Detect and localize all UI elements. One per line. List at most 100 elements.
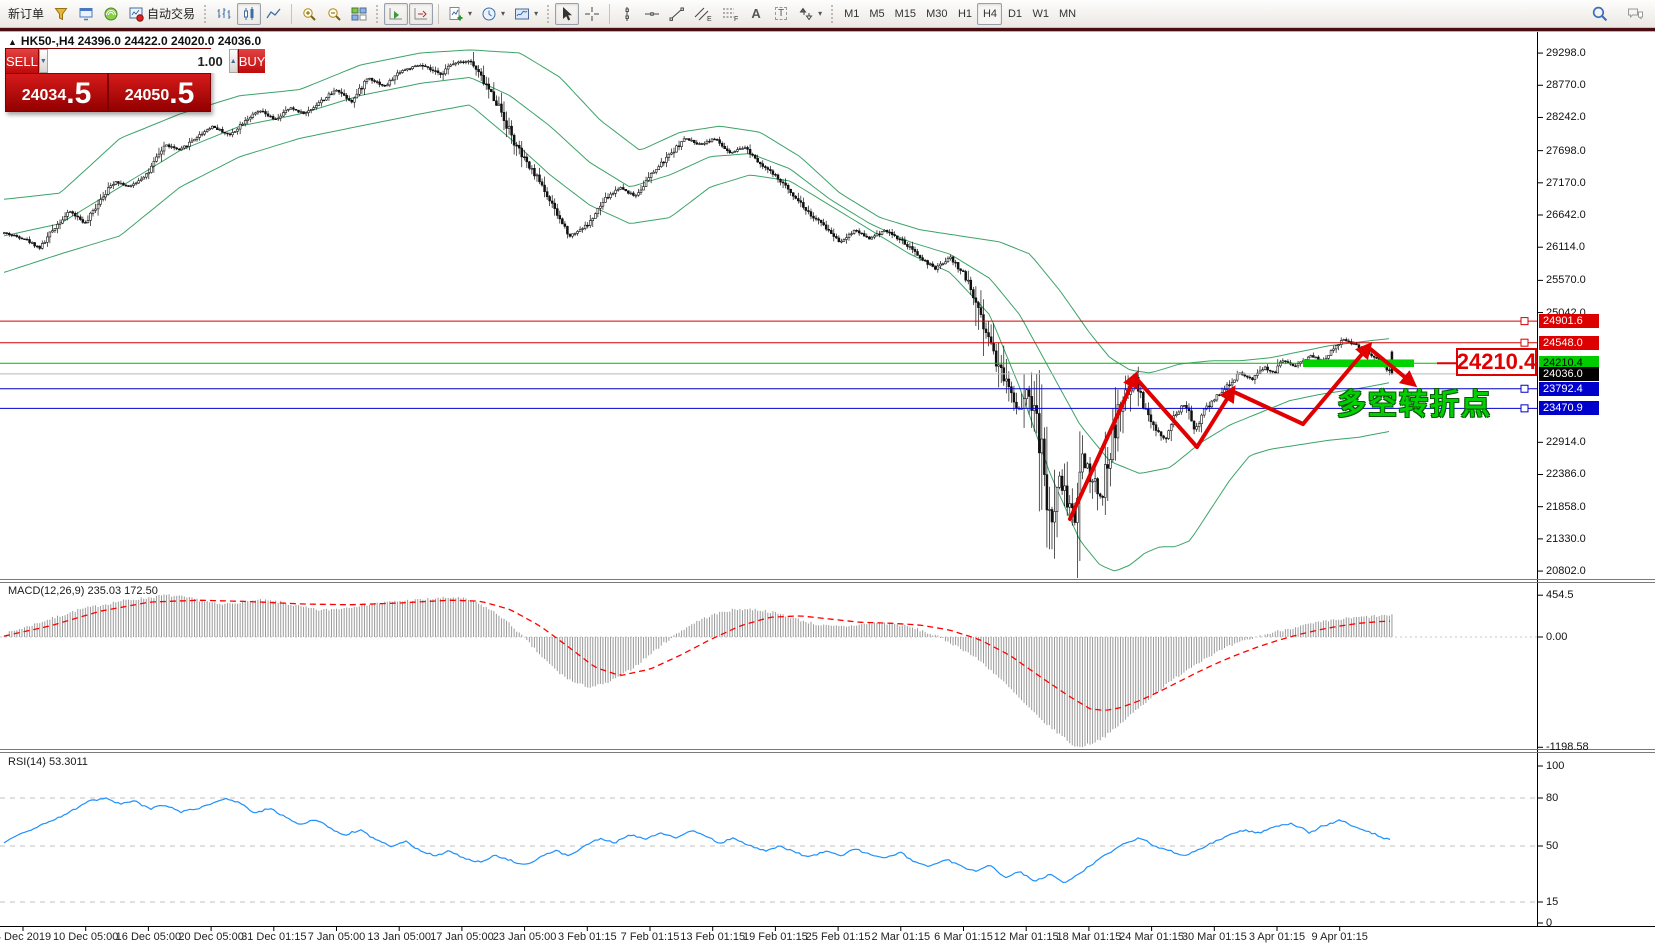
arrow-shapes-icon [799,7,813,20]
buy-price-main: 24050 [124,87,170,104]
zoom-out-icon [328,7,341,21]
time-axis-label: 24 Mar 01:15 [1119,931,1185,943]
text-tool[interactable]: A [744,3,768,25]
separator [291,3,293,24]
tile-windows-button[interactable] [347,3,371,25]
price-tick-label: 21858.0 [1546,500,1586,513]
toolbar-grip [830,3,836,24]
price-tick-label: 27698.0 [1546,144,1586,157]
horizontal-line-tool[interactable] [640,3,664,25]
timeframe-M15[interactable]: M15 [894,7,917,20]
timeframe-group: M1 M5 M15 M30 H1 H4 D1 W1 MN [839,2,1081,25]
volume-increase-button[interactable]: ▲ [228,49,238,73]
cursor-button[interactable] [555,2,580,25]
search-button[interactable] [1587,3,1612,25]
add-indicator-button[interactable]: ▾ [444,3,476,25]
price-tick-label: 29298.0 [1546,47,1586,60]
buy-button[interactable]: BUY [237,49,266,73]
cursor-icon [563,6,573,20]
timeframe-M5[interactable]: M5 [869,7,885,20]
candlestick-chart-button[interactable] [237,2,262,25]
rsi-label: RSI(14) 53.3011 [8,756,88,768]
candlestick-chart-icon [244,6,254,20]
new-order-button[interactable]: 新订单 [4,3,48,25]
time-axis-label: 4 Dec 2019 [0,931,52,943]
periods-button[interactable]: ▾ [477,3,509,25]
market-watch-icon[interactable] [74,3,98,25]
line-chart-button[interactable] [262,3,286,25]
toolbar-grip [375,3,381,24]
volume-input[interactable] [47,49,229,73]
zoom-out-button[interactable] [322,3,346,25]
timeframe-D1[interactable]: D1 [1007,7,1022,20]
chart-title: ▲ HK50-,H4 24396.0 24422.0 24020.0 24036.… [8,34,261,48]
timeframe-M30[interactable]: M30 [926,7,948,20]
price-callout-box[interactable]: 24210.4 [1456,348,1537,376]
auto-scroll-icon [389,7,403,19]
time-axis-label: 18 Mar 01:15 [1056,931,1122,943]
time-axis-label: 7 Feb 01:15 [620,931,680,943]
time-axis-label: 2 Mar 01:15 [871,931,931,943]
timeframe-MN[interactable]: MN [1058,7,1077,20]
separator [609,3,611,24]
fibonacci-icon: F [723,8,738,22]
sell-price-fraction: .5 [66,77,92,110]
volume-decrease-button[interactable]: ▼ [38,49,48,73]
price-line-chip: 24036.0 [1539,366,1599,381]
time-axis-label: 9 Apr 01:15 [1311,931,1368,943]
channel-tool[interactable]: E [690,3,716,25]
arrows-tool[interactable]: ▾ [794,3,826,25]
turning-point-annotation[interactable]: 多空转折点 [1337,389,1493,421]
signal-icon[interactable] [99,3,123,25]
rsi-tick-label: 80 [1546,792,1559,804]
collapse-triangle-icon[interactable]: ▲ [8,37,17,47]
crosshair-icon [585,6,600,21]
bar-chart-button[interactable] [212,3,236,25]
price-line-chip: 23470.9 [1539,401,1599,416]
time-axis-label: 19 Feb 01:15 [742,931,808,943]
chart-shift-button[interactable] [409,2,434,25]
line-chart-icon [266,8,281,18]
vertical-line-tool[interactable] [615,3,639,25]
timeframe-M1[interactable]: M1 [844,7,860,20]
template-icon [515,8,530,19]
timeframe-W1[interactable]: W1 [1032,7,1049,20]
buy-price[interactable]: 24050.5 [109,74,210,111]
chat-bubbles-icon [1628,8,1643,19]
crosshair-button[interactable] [580,3,604,25]
auto-trading-button[interactable]: 自动交易 [124,3,199,25]
timeframe-H4[interactable]: H4 [977,2,1003,25]
time-axis-label: 16 Dec 05:00 [115,931,182,943]
macd-label: MACD(12,26,9) 235.03 172.50 [8,585,158,597]
macd-tick-label: 454.5 [1546,589,1574,602]
timeframe-H1[interactable]: H1 [957,7,972,20]
time-axis-label: 10 Dec 05:00 [52,931,119,943]
clock-icon [482,7,496,20]
trendline-tool[interactable] [665,3,689,25]
search-icon [1592,6,1608,22]
price-tick-label: 21330.0 [1546,532,1586,545]
macd-tick-label: -1198.58 [1546,741,1589,754]
rsi-tick-label: 0 [1546,917,1553,929]
fibonacci-tool[interactable]: F [717,3,743,25]
time-axis-label: 31 Dec 01:15 [241,931,307,943]
auto-scroll-button[interactable] [384,2,409,25]
chart-shift-icon [414,7,428,19]
chevron-down-icon: ▾ [534,9,539,18]
sell-button[interactable]: SELL [6,49,39,73]
chat-button[interactable] [1622,3,1649,25]
ch evron-down-icon: ▾ [468,9,473,18]
sell-price[interactable]: 24034.5 [6,74,109,111]
svg-text:F: F [734,16,738,22]
bar-chart-icon [217,7,231,19]
templates-button[interactable]: ▾ [510,3,542,25]
price-tick-label: 20802.0 [1546,565,1586,578]
price-line-chip: 24901.6 [1539,314,1599,329]
text-label-tool[interactable]: T [769,3,793,25]
separator [438,3,440,24]
zoom-in-button[interactable] [297,3,321,25]
time-axis-label: 17 Jan 05:00 [430,931,494,943]
funnel-icon[interactable] [49,3,73,25]
